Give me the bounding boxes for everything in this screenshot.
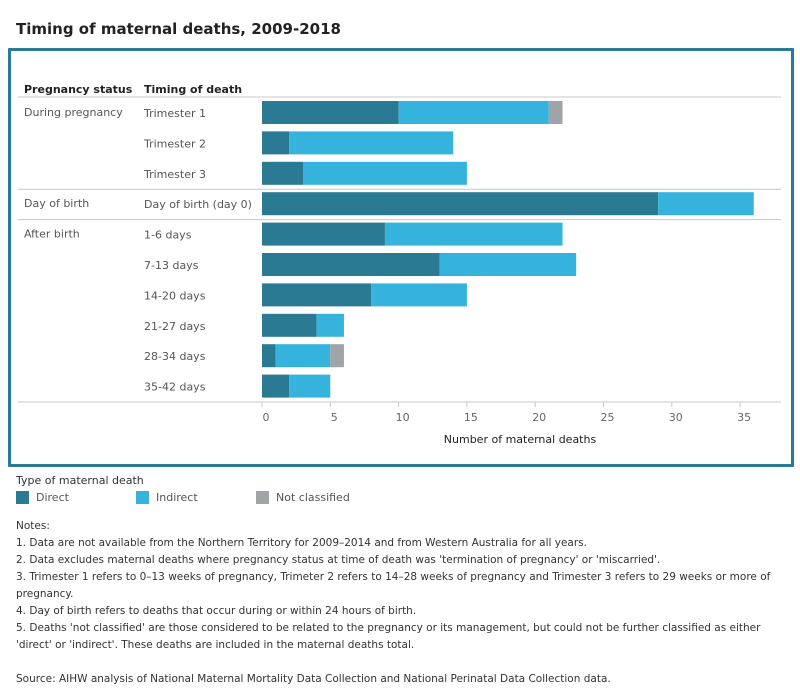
category-label: 35-42 days bbox=[144, 381, 206, 394]
category-label: Trimester 2 bbox=[143, 137, 206, 150]
category-label: 14-20 days bbox=[144, 289, 206, 302]
group-label: During pregnancy bbox=[24, 106, 123, 119]
bar-direct[interactable] bbox=[262, 374, 290, 398]
note-2: 2. Data excludes maternal deaths where p… bbox=[16, 554, 661, 566]
notes-heading: Notes: bbox=[16, 520, 50, 532]
bar-indirect[interactable] bbox=[316, 313, 344, 337]
bar-indirect[interactable] bbox=[658, 192, 754, 216]
category-label: Trimester 1 bbox=[143, 107, 206, 120]
category-label: Day of birth (day 0) bbox=[144, 198, 252, 211]
chart-title: Timing of maternal deaths, 2009-2018 bbox=[16, 20, 341, 38]
legend-item-not-classified[interactable]: Not classified bbox=[256, 491, 350, 504]
x-tick-label: 35 bbox=[737, 411, 751, 424]
bar-direct[interactable] bbox=[262, 313, 317, 337]
bar-not-classified[interactable] bbox=[548, 101, 563, 124]
x-tick-label: 10 bbox=[396, 411, 410, 424]
bar-indirect[interactable] bbox=[302, 161, 467, 185]
bar-direct[interactable] bbox=[262, 192, 659, 216]
bar-direct[interactable] bbox=[262, 101, 399, 124]
bar-not-classified[interactable] bbox=[330, 344, 344, 368]
chart-svg: Pregnancy status Timing of death During … bbox=[18, 83, 781, 446]
group-label: Day of birth bbox=[24, 197, 89, 210]
chart-frame bbox=[8, 48, 794, 467]
category-label: 21-27 days bbox=[144, 320, 206, 333]
bar-direct[interactable] bbox=[262, 283, 372, 307]
category-label: Trimester 3 bbox=[143, 168, 206, 181]
legend-item-indirect[interactable]: Indirect bbox=[136, 491, 198, 504]
note-3: 3. Trimester 1 refers to 0–13 weeks of p… bbox=[16, 571, 771, 600]
note-1: 1. Data are not available from the North… bbox=[16, 537, 587, 549]
legend-label-indirect: Indirect bbox=[156, 491, 198, 504]
legend-swatch-not-classified bbox=[256, 491, 269, 504]
bar-indirect[interactable] bbox=[384, 222, 563, 246]
bar-indirect[interactable] bbox=[439, 253, 577, 276]
bar-indirect[interactable] bbox=[289, 131, 454, 155]
note-5: 5. Deaths 'not classified' are those con… bbox=[16, 622, 761, 651]
bar-indirect[interactable] bbox=[398, 101, 549, 124]
bar-direct[interactable] bbox=[262, 161, 303, 185]
x-tick-label: 0 bbox=[263, 411, 270, 424]
group-label: After birth bbox=[24, 228, 80, 241]
x-tick-label: 5 bbox=[331, 411, 338, 424]
legend-title: Type of maternal death bbox=[16, 474, 144, 487]
header-timing-of-death: Timing of death bbox=[144, 83, 242, 96]
legend-swatch-indirect bbox=[136, 491, 149, 504]
x-tick-label: 15 bbox=[464, 411, 478, 424]
bar-direct[interactable] bbox=[262, 253, 440, 276]
legend-item-direct[interactable]: Direct bbox=[16, 491, 69, 504]
x-tick-label: 20 bbox=[532, 411, 546, 424]
bar-direct[interactable] bbox=[262, 131, 290, 155]
bar-direct[interactable] bbox=[262, 222, 385, 246]
source-note: Source: AIHW analysis of National Matern… bbox=[16, 673, 611, 685]
legend-label-not-classified: Not classified bbox=[276, 491, 350, 504]
legend-swatch-direct bbox=[16, 491, 29, 504]
bar-indirect[interactable] bbox=[275, 344, 331, 368]
legend-label-direct: Direct bbox=[36, 491, 69, 504]
x-axis-label: Number of maternal deaths bbox=[444, 433, 597, 446]
note-4: 4. Day of birth refers to deaths that oc… bbox=[16, 605, 417, 617]
bar-indirect[interactable] bbox=[371, 283, 467, 307]
header-pregnancy-status: Pregnancy status bbox=[24, 83, 133, 96]
category-label: 1-6 days bbox=[144, 229, 192, 242]
bar-indirect[interactable] bbox=[289, 374, 331, 398]
x-tick-label: 25 bbox=[601, 411, 615, 424]
bar-direct[interactable] bbox=[262, 344, 276, 368]
category-label: 28-34 days bbox=[144, 350, 206, 363]
x-tick-label: 30 bbox=[669, 411, 683, 424]
category-label: 7-13 days bbox=[144, 259, 199, 272]
notes: Notes: 1. Data are not available from th… bbox=[16, 518, 791, 688]
